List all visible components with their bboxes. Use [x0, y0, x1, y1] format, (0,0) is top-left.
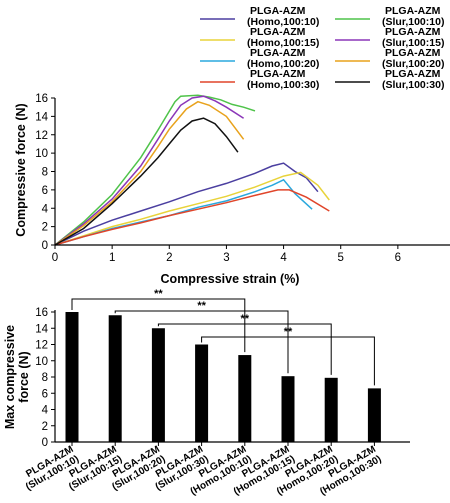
bar	[238, 355, 252, 442]
bar	[108, 315, 122, 442]
legend-entry: PLGA-AZM(Slur,100:10)	[335, 5, 444, 28]
legend-label: (Homo,100:30)	[247, 79, 319, 91]
bar-chart-y-label-group: Max compressive force (N)	[3, 325, 31, 429]
significance-bracket	[157, 323, 332, 375]
bar-y-tick-label: 4	[42, 405, 49, 417]
line-series-7	[54, 100, 245, 246]
legend-entry: PLGA-AZM(Slur,100:20)	[335, 47, 444, 70]
x-tick-label: 0	[52, 252, 58, 264]
line-series-1	[54, 162, 319, 246]
legend-entry: PLGA-AZM(Homo,100:20)	[200, 47, 319, 70]
bar-y-tick-label: 6	[42, 388, 48, 400]
legend-label: PLGA-AZM	[385, 26, 441, 38]
line-chart-y-label: Compressive force (N)	[14, 103, 28, 236]
line-series-group	[54, 94, 330, 246]
significance-brackets: ** ** ** **	[71, 288, 375, 386]
line-series-8	[54, 117, 239, 246]
y-tick-label: 4	[42, 203, 49, 215]
legend-label: PLGA-AZM	[385, 68, 441, 80]
legend-label: (Slur,100:15)	[382, 37, 444, 49]
legend-label: (Homo,100:10)	[247, 16, 319, 28]
significance-bracket	[71, 298, 246, 353]
legend-entry: PLGA-AZM(Slur,100:30)	[335, 68, 444, 91]
bar-y-tick-label: 0	[42, 437, 48, 449]
bar	[281, 376, 295, 442]
line-series-5	[54, 94, 256, 246]
bar	[367, 388, 381, 442]
line-series-6	[54, 95, 245, 246]
bar-chart-y-ticks: 0 2 4 6 8 10 12 14 16	[35, 307, 55, 449]
bar-y-label-line: force (N)	[17, 351, 31, 402]
line-chart-legend: PLGA-AZM(Homo,100:10)PLGA-AZM(Homo,100:1…	[200, 5, 444, 91]
y-tick-label: 16	[35, 93, 48, 105]
significance-label: **	[154, 288, 163, 300]
legend-label: PLGA-AZM	[385, 5, 441, 17]
x-tick-label: 5	[338, 252, 344, 264]
significance-bracket	[201, 336, 375, 386]
significance-label: **	[284, 326, 293, 338]
y-tick-label: 6	[42, 185, 48, 197]
significance-bracket	[114, 310, 289, 374]
legend-label: PLGA-AZM	[250, 5, 306, 17]
legend-entry: PLGA-AZM(Homo,100:30)	[200, 68, 319, 91]
x-tick-label: 2	[166, 252, 172, 264]
line-series-2	[54, 171, 330, 246]
bar-y-tick-label: 12	[35, 340, 48, 352]
x-tick-label: 4	[280, 252, 287, 264]
y-tick-label: 0	[42, 240, 48, 252]
legend-label: (Slur,100:30)	[382, 79, 444, 91]
x-tick-label: 1	[109, 252, 115, 264]
bar-y-tick-label: 2	[42, 421, 48, 433]
y-tick-label: 2	[42, 222, 48, 234]
legend-label: (Slur,100:20)	[382, 58, 444, 70]
bar	[195, 344, 209, 442]
bar-y-tick-label: 10	[35, 356, 48, 368]
bar-chart-y-label: Max compressive force (N)	[3, 325, 31, 429]
y-tick-label: 8	[42, 167, 48, 179]
legend-label: (Slur,100:10)	[382, 16, 444, 28]
bar-group	[65, 312, 381, 446]
x-tick-label: 6	[395, 252, 401, 264]
bar-y-tick-label: 16	[35, 307, 48, 319]
legend-label: PLGA-AZM	[250, 68, 306, 80]
line-chart-x-label: Compressive strain (%)	[161, 272, 300, 286]
legend-entry: PLGA-AZM(Homo,100:10)	[200, 5, 319, 28]
y-tick-label: 12	[35, 130, 48, 142]
y-tick-label: 10	[35, 148, 48, 160]
line-chart-y-ticks: 0 2 4 6 8 10 12 14 16	[35, 93, 55, 252]
bar-y-tick-label: 14	[35, 323, 48, 335]
legend-label: (Homo,100:20)	[247, 58, 319, 70]
legend-label: PLGA-AZM	[385, 47, 441, 59]
legend-entry: PLGA-AZM(Slur,100:15)	[335, 26, 444, 49]
significance-label: **	[197, 300, 206, 312]
y-tick-label: 14	[35, 111, 48, 123]
line-chart-x-ticks: 0 1 2 3 4 5 6	[52, 245, 401, 264]
significance-label: **	[241, 313, 250, 325]
legend-label: PLGA-AZM	[250, 47, 306, 59]
bar	[65, 312, 79, 442]
bar-y-label-line: Max compressive	[3, 325, 17, 429]
bar	[324, 377, 338, 442]
bar-chart: 0 2 4 6 8 10 12 14 16 ** ** ** ** PLGA-AZM(Slur,100…	[3, 288, 410, 498]
legend-label: PLGA-AZM	[250, 26, 306, 38]
bar-chart-category-labels: PLGA-AZM(Slur,100:10)PLGA-AZM(Slur,100:1…	[24, 444, 383, 498]
x-tick-label: 3	[223, 252, 229, 264]
bar	[151, 328, 165, 442]
legend-entry: PLGA-AZM(Homo,100:15)	[200, 26, 319, 49]
line-series-4	[54, 189, 330, 246]
legend-label: (Homo,100:15)	[247, 37, 319, 49]
bar-y-tick-label: 8	[42, 372, 48, 384]
